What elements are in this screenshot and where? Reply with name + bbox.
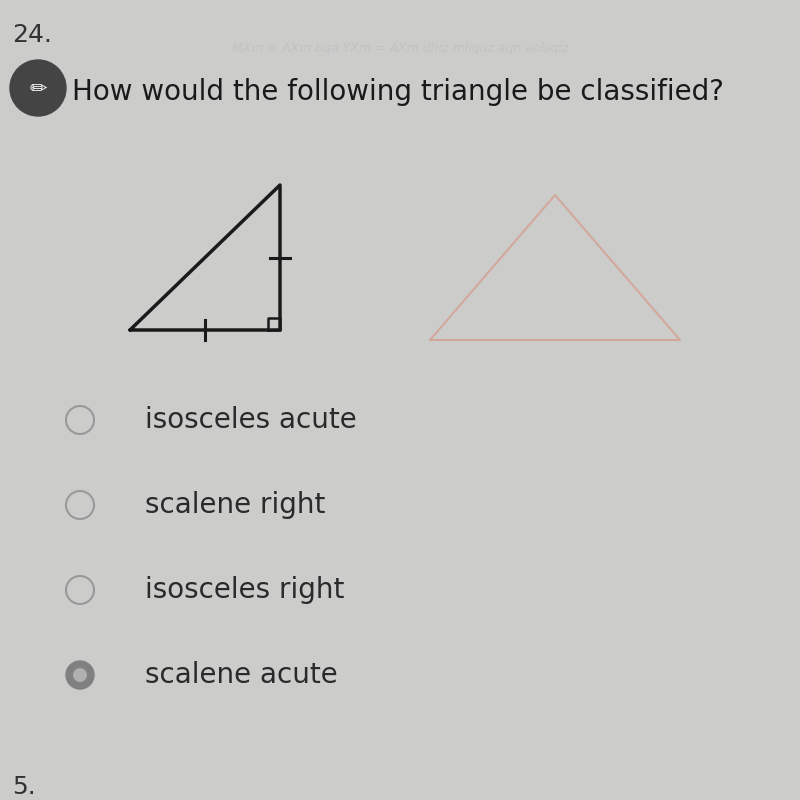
Text: 24.: 24.	[12, 23, 52, 47]
Circle shape	[66, 661, 94, 689]
Text: isosceles right: isosceles right	[145, 576, 344, 604]
Text: ✏: ✏	[30, 78, 46, 98]
Text: scalene acute: scalene acute	[145, 661, 338, 689]
Circle shape	[74, 669, 86, 682]
Text: 5.: 5.	[12, 775, 36, 799]
Circle shape	[10, 60, 66, 116]
Text: scalene right: scalene right	[145, 491, 326, 519]
Text: How would the following triangle be classified?: How would the following triangle be clas…	[72, 78, 724, 106]
Text: MXm = AXm bqa YXm = AXm dhiz mliquz aqn aolsqiz: MXm = AXm bqa YXm = AXm dhiz mliquz aqn …	[232, 42, 568, 55]
Text: isosceles acute: isosceles acute	[145, 406, 357, 434]
